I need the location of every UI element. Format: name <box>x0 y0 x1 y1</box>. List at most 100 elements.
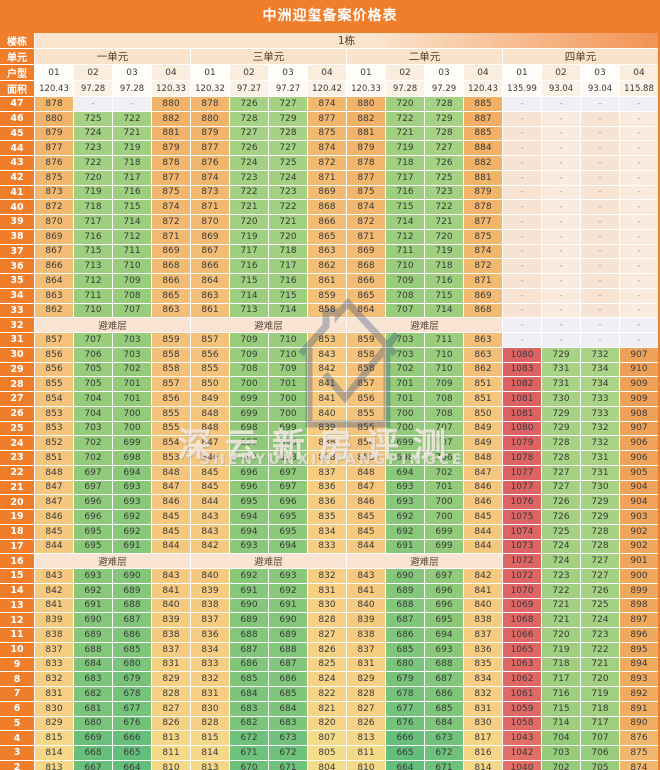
type-header-cell: 02 <box>386 65 424 80</box>
price-cell: 854 <box>35 392 73 406</box>
price-cell: 715 <box>425 288 463 303</box>
price-cell: 839 <box>35 613 73 627</box>
price-cell: 859 <box>347 333 385 347</box>
price-cell: 890 <box>620 716 658 731</box>
price-cell: 711 <box>74 288 112 303</box>
price-cell: 813 <box>191 760 229 770</box>
price-cell: 875 <box>620 746 658 760</box>
price-cell: 727 <box>269 97 307 111</box>
floor-cell: 25 <box>0 421 34 436</box>
price-cell: 712 <box>74 274 112 288</box>
price-cell: 877 <box>347 170 385 185</box>
price-cell: 1061 <box>503 687 541 701</box>
price-cell: 853 <box>347 451 385 465</box>
price-cell: 714 <box>386 215 424 229</box>
price-cell: 701 <box>386 377 424 391</box>
floor-cell: 8 <box>0 672 34 686</box>
price-cell: 838 <box>35 628 73 642</box>
price-cell: 824 <box>308 672 346 686</box>
price-cell: 728 <box>269 126 307 141</box>
price-cell: 716 <box>230 259 268 273</box>
price-cell: 1073 <box>503 539 541 554</box>
price-cell: 846 <box>191 451 229 465</box>
floor-cell: 32 <box>0 318 34 332</box>
price-cell: 829 <box>152 672 190 686</box>
price-cell: 683 <box>74 672 112 686</box>
price-cell: 695 <box>425 613 463 627</box>
price-cell: 887 <box>464 111 502 126</box>
price-cell: 727 <box>425 141 463 155</box>
price-cell: 895 <box>620 642 658 657</box>
area-cell: 120.33 <box>152 81 190 96</box>
price-cell: 884 <box>464 141 502 155</box>
price-cell: 673 <box>425 731 463 745</box>
floor-cell: 29 <box>0 362 34 377</box>
type-header-cell: 01 <box>35 65 73 80</box>
price-cell: 846 <box>35 510 73 524</box>
floor-cell: 43 <box>0 156 34 170</box>
price-cell: 715 <box>386 200 424 214</box>
price-cell: 847 <box>191 436 229 450</box>
type-header-cell: 04 <box>152 65 190 80</box>
price-cell: 845 <box>464 510 502 524</box>
price-cell: 687 <box>386 613 424 627</box>
price-cell: 906 <box>620 436 658 450</box>
price-cell: 704 <box>74 392 112 406</box>
type-header-cell: 04 <box>308 65 346 80</box>
price-cell: 671 <box>230 746 268 760</box>
price-cell: 847 <box>347 480 385 495</box>
unit-row-label: 单元 <box>0 49 34 64</box>
price-cell: 868 <box>347 259 385 273</box>
price-cell: 833 <box>308 539 346 554</box>
price-cell: 871 <box>308 170 346 185</box>
price-cell: 865 <box>152 288 190 303</box>
price-cell: 831 <box>347 657 385 672</box>
dash-cell: - <box>620 111 658 126</box>
price-cell: 858 <box>152 362 190 377</box>
price-cell: 843 <box>152 569 190 583</box>
price-cell: 862 <box>35 303 73 318</box>
price-cell: 1066 <box>503 628 541 642</box>
price-cell: 724 <box>269 170 307 185</box>
price-cell: 833 <box>35 657 73 672</box>
price-cell: 830 <box>464 716 502 731</box>
dash-cell: - <box>581 170 619 185</box>
dash-cell: - <box>503 141 541 155</box>
price-cell: 721 <box>113 126 151 141</box>
price-cell: 697 <box>230 451 268 465</box>
price-cell: 850 <box>464 406 502 421</box>
dash-cell: - <box>620 274 658 288</box>
price-cell: 864 <box>347 303 385 318</box>
price-cell: 1058 <box>503 716 541 731</box>
price-cell: 708 <box>425 406 463 421</box>
price-cell: 810 <box>347 760 385 770</box>
dash-cell: - <box>503 244 541 259</box>
price-cell: 684 <box>425 716 463 731</box>
price-cell: 878 <box>464 200 502 214</box>
price-cell: 874 <box>347 200 385 214</box>
price-cell: 842 <box>308 362 346 377</box>
price-cell: 710 <box>113 259 151 273</box>
price-cell: 882 <box>152 111 190 126</box>
price-cell: 687 <box>269 657 307 672</box>
price-cell: 834 <box>464 672 502 686</box>
price-cell: 731 <box>581 451 619 465</box>
price-cell: 837 <box>35 642 73 657</box>
price-cell: 826 <box>347 716 385 731</box>
price-cell: 869 <box>308 185 346 200</box>
price-cell: 831 <box>464 701 502 716</box>
price-cell: 875 <box>152 185 190 200</box>
price-cell: 1082 <box>503 377 541 391</box>
price-cell: 832 <box>191 672 229 686</box>
floor-cell: 6 <box>0 701 34 716</box>
dash-cell: - <box>503 170 541 185</box>
floor-cell: 36 <box>0 259 34 273</box>
price-cell: 841 <box>152 583 190 598</box>
price-cell: 699 <box>269 421 307 436</box>
floor-cell: 17 <box>0 539 34 554</box>
floor-cell: 39 <box>0 215 34 229</box>
price-cell: 720 <box>269 229 307 244</box>
price-cell: 682 <box>74 687 112 701</box>
dash-cell: - <box>581 215 619 229</box>
price-cell: 881 <box>347 126 385 141</box>
